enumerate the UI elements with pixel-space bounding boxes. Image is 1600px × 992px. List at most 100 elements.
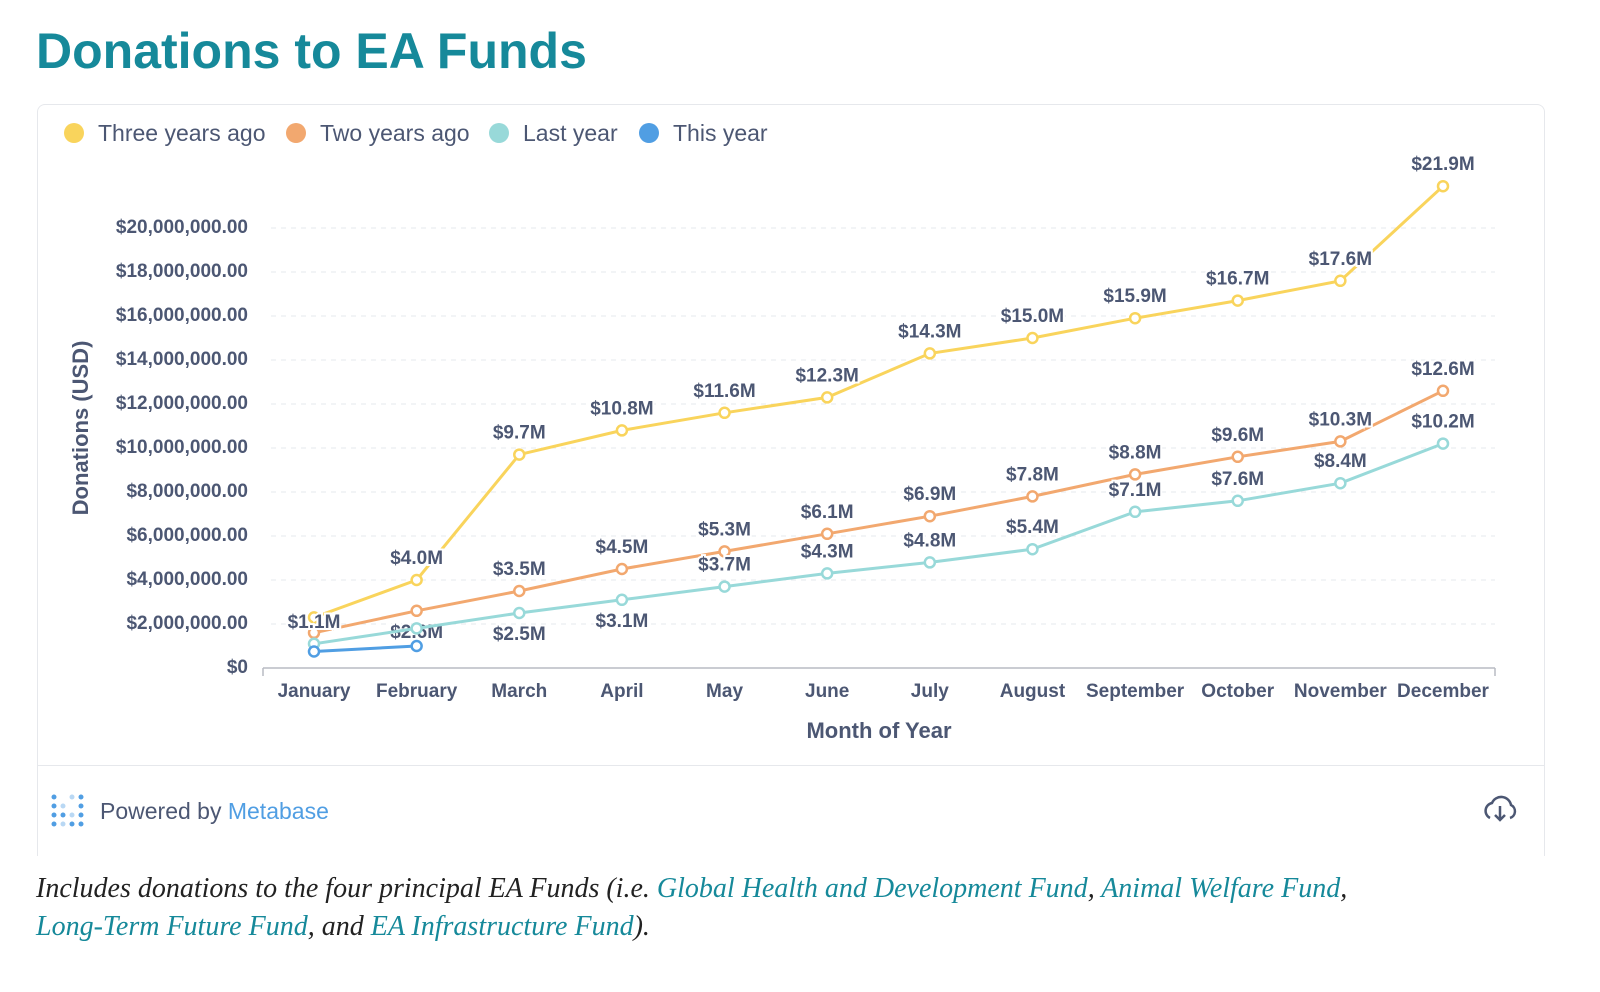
data-point <box>1334 476 1347 490</box>
metabase-link[interactable]: Metabase <box>227 798 329 824</box>
data-label: $3.1M <box>596 611 649 632</box>
data-label: $3.5M <box>493 559 546 580</box>
y-tick-label: $8,000,000.00 <box>126 481 248 502</box>
y-tick-label: $20,000,000.00 <box>116 217 248 238</box>
legend-label: Last year <box>523 120 618 146</box>
data-label: $4.5M <box>596 537 649 558</box>
y-axis-label: Donations (USD) <box>68 341 93 516</box>
download-icon[interactable] <box>1484 795 1517 822</box>
caption-link[interactable]: Animal Welfare Fund <box>1101 873 1341 904</box>
data-label: $10.2M <box>1411 412 1474 433</box>
legend-swatch <box>489 123 509 143</box>
series-line <box>313 389 1444 635</box>
series-line <box>313 185 1445 619</box>
data-point <box>1334 274 1347 288</box>
x-axis-label: Month of Year <box>806 718 951 743</box>
data-point <box>513 448 526 461</box>
data-point <box>1026 331 1039 345</box>
data-label: $14.3M <box>898 321 961 342</box>
data-point <box>1026 542 1039 556</box>
data-label: $12.6M <box>1411 359 1474 380</box>
data-point <box>923 556 937 569</box>
data-point <box>1128 468 1142 481</box>
y-tick-label: $4,000,000.00 <box>126 569 248 590</box>
data-label: $10.3M <box>1309 409 1372 430</box>
y-tick-label: $6,000,000.00 <box>126 525 248 546</box>
metabase-logo <box>51 794 84 827</box>
data-label: $7.1M <box>1109 480 1162 501</box>
data-point <box>615 562 629 576</box>
series-line <box>313 644 417 653</box>
data-label: $12.3M <box>795 365 858 386</box>
data-point <box>1334 435 1347 448</box>
data-point <box>1026 490 1039 503</box>
data-label: $9.6M <box>1211 425 1264 446</box>
data-point <box>1436 437 1450 450</box>
caption-text: ). <box>633 911 650 942</box>
data-point <box>615 424 629 437</box>
x-tick-label: May <box>706 681 743 702</box>
data-point <box>1436 384 1450 398</box>
x-tick-label: April <box>600 681 643 702</box>
caption-text: , <box>1087 873 1102 904</box>
data-label: $4.8M <box>903 530 956 551</box>
legend-swatch <box>286 123 306 143</box>
y-tick-label: $12,000,000.00 <box>116 393 248 414</box>
data-label: $5.3M <box>698 519 751 540</box>
data-point <box>307 645 321 658</box>
data-point <box>1231 450 1244 464</box>
data-point <box>820 391 834 404</box>
caption-link[interactable]: Global Health and Development Fund <box>656 873 1088 904</box>
data-point <box>615 593 629 607</box>
data-point <box>820 567 834 580</box>
legend-label: Two years ago <box>320 120 470 146</box>
data-point <box>1436 179 1450 193</box>
x-tick-label: March <box>491 681 547 702</box>
data-point <box>410 573 423 587</box>
data-point <box>718 580 731 593</box>
caption-link[interactable]: Long-Term Future Fund <box>36 911 308 942</box>
data-label: $8.8M <box>1109 442 1162 463</box>
data-label: $6.1M <box>801 502 854 523</box>
data-label: $7.6M <box>1211 469 1264 490</box>
data-label: $3.7M <box>698 555 751 576</box>
x-tick-label: September <box>1086 681 1185 702</box>
caption: Includes donations to the four principal… <box>36 870 1536 946</box>
chart-card <box>37 104 1545 856</box>
data-point <box>923 509 937 523</box>
data-point <box>410 639 423 653</box>
series-line <box>313 442 1444 646</box>
data-point <box>923 347 937 360</box>
x-tick-label: February <box>376 681 458 702</box>
legend-swatch <box>64 123 84 143</box>
data-point <box>1231 294 1244 307</box>
caption-link[interactable]: EA Infrastructure Fund <box>370 911 634 942</box>
data-point <box>718 545 731 558</box>
data-point <box>1128 311 1142 325</box>
legend-swatch <box>639 123 659 143</box>
y-tick-label: $2,000,000.00 <box>126 613 248 634</box>
data-label: $21.9M <box>1411 154 1474 175</box>
y-tick-label: $18,000,000.00 <box>116 261 248 282</box>
data-label: $5.4M <box>1006 517 1059 538</box>
data-point <box>410 622 423 635</box>
divider <box>37 765 1545 766</box>
x-tick-label: November <box>1294 681 1388 702</box>
page-title: Donations to EA Funds <box>36 23 587 79</box>
data-point <box>513 584 526 598</box>
legend-label: Three years ago <box>98 120 265 146</box>
data-label: $15.0M <box>1001 306 1064 327</box>
data-point <box>1128 505 1142 519</box>
data-label: $17.6M <box>1309 249 1372 270</box>
data-point <box>307 611 321 624</box>
y-tick-label: $14,000,000.00 <box>116 349 248 370</box>
data-label: $2.5M <box>493 624 546 645</box>
data-point <box>410 604 423 618</box>
y-tick-label: $16,000,000.00 <box>116 305 248 326</box>
data-label: $10.8M <box>590 398 653 419</box>
y-tick-label: $0 <box>227 657 248 678</box>
data-label: $1.1M <box>288 612 341 633</box>
data-label: $15.9M <box>1103 286 1166 307</box>
